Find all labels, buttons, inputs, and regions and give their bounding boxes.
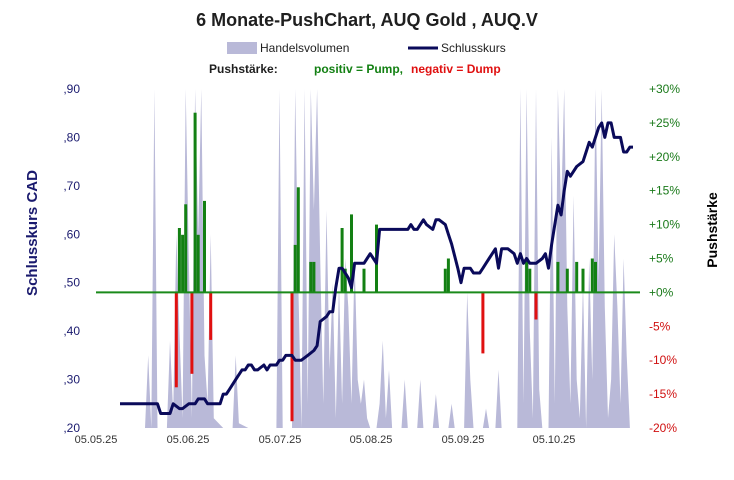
dump-bar — [209, 292, 213, 340]
x-tick-label: 05.08.25 — [350, 434, 393, 446]
pump-bar — [312, 261, 316, 293]
y-left-tick-label: ,40 — [63, 324, 80, 338]
x-axis-ticks: 05.05.25 05.06.25 05.07.25 05.08.25 05.09.25… — [75, 434, 576, 446]
push-legend-prefix: Pushstärke: — [209, 62, 278, 76]
dump-bar — [481, 292, 485, 354]
y-left-tick-label: ,50 — [63, 276, 80, 290]
pump-bar — [590, 258, 594, 293]
chart-title: 6 Monate-PushChart, AUQ Gold , AUQ.V — [196, 10, 538, 30]
volume-area-path — [120, 89, 633, 428]
pump-bar — [581, 268, 585, 293]
y-right-tick-label: +5% — [649, 252, 674, 266]
y-right-tick-label: +25% — [649, 116, 680, 130]
dump-bar — [190, 292, 194, 374]
pump-bar — [296, 187, 300, 293]
x-tick-label: 05.07.25 — [259, 434, 302, 446]
y-right-tick-label: +15% — [649, 184, 680, 198]
pump-bar — [556, 261, 560, 293]
pump-bar — [184, 204, 188, 293]
pump-bar — [443, 268, 447, 293]
y-right-tick-label: -15% — [649, 387, 677, 401]
pump-bar — [565, 268, 569, 293]
close-line-group — [120, 121, 633, 415]
legend-close-label: Schlusskurs — [441, 41, 506, 55]
push-legend-negative: negativ = Dump — [411, 62, 501, 76]
x-tick-label: 05.06.25 — [167, 434, 210, 446]
y-left-tick-label: ,60 — [63, 227, 80, 241]
y-left-tick-label: ,90 — [63, 82, 80, 96]
pump-bar — [293, 244, 297, 293]
pump-bar — [340, 228, 344, 293]
pump-bar — [446, 258, 450, 293]
push-legend-positive: positiv = Pump, — [314, 62, 403, 76]
pump-bar — [309, 261, 313, 293]
left-axis-ticks: ,90 ,80 ,70 ,60 ,50 ,40 ,30 ,20 — [63, 82, 80, 435]
dump-bar — [174, 292, 178, 388]
y-left-tick-label: ,80 — [63, 130, 80, 144]
dump-bar — [534, 292, 538, 320]
pump-bar — [196, 234, 200, 293]
close-line — [120, 121, 633, 415]
pump-bar — [362, 268, 366, 293]
legend-volume-swatch — [227, 42, 257, 54]
right-axis-ticks: +30% +25% +20% +15% +10% +5% +0% -5% -10% -15% -20… — [649, 82, 680, 435]
x-tick-label: 05.10.25 — [533, 434, 576, 446]
y-right-tick-label: +30% — [649, 82, 680, 96]
y-right-tick-label: +10% — [649, 218, 680, 232]
pump-bar — [203, 200, 206, 293]
legend: Handelsvolumen Schlusskurs — [227, 41, 506, 55]
x-tick-label: 05.05.25 — [75, 434, 118, 446]
y-right-tick-label: -20% — [649, 421, 677, 435]
y-axis-left-label: Schlusskurs CAD — [24, 170, 41, 296]
pump-bar — [343, 268, 347, 293]
pump-bar — [177, 228, 181, 293]
pump-bar — [528, 268, 532, 293]
y-right-tick-label: -5% — [649, 319, 671, 333]
pump-bar — [193, 112, 197, 293]
y-right-tick-label: -10% — [649, 353, 677, 367]
push-bars — [174, 112, 597, 422]
pump-bar — [575, 261, 579, 293]
pump-bar — [350, 214, 353, 293]
y-left-tick-label: ,70 — [63, 179, 80, 193]
pump-bar — [181, 234, 185, 293]
volume-area — [120, 89, 633, 428]
y-axis-right-label: Pushstärke — [704, 192, 720, 268]
y-left-tick-label: ,30 — [63, 373, 80, 387]
y-right-tick-label: +20% — [649, 150, 680, 164]
x-tick-label: 05.09.25 — [442, 434, 485, 446]
y-right-tick-label: +0% — [649, 285, 674, 299]
pump-bar — [594, 261, 597, 293]
legend-volume-label: Handelsvolumen — [260, 41, 349, 55]
pump-bar — [525, 258, 529, 293]
y-left-tick-label: ,20 — [63, 421, 80, 435]
